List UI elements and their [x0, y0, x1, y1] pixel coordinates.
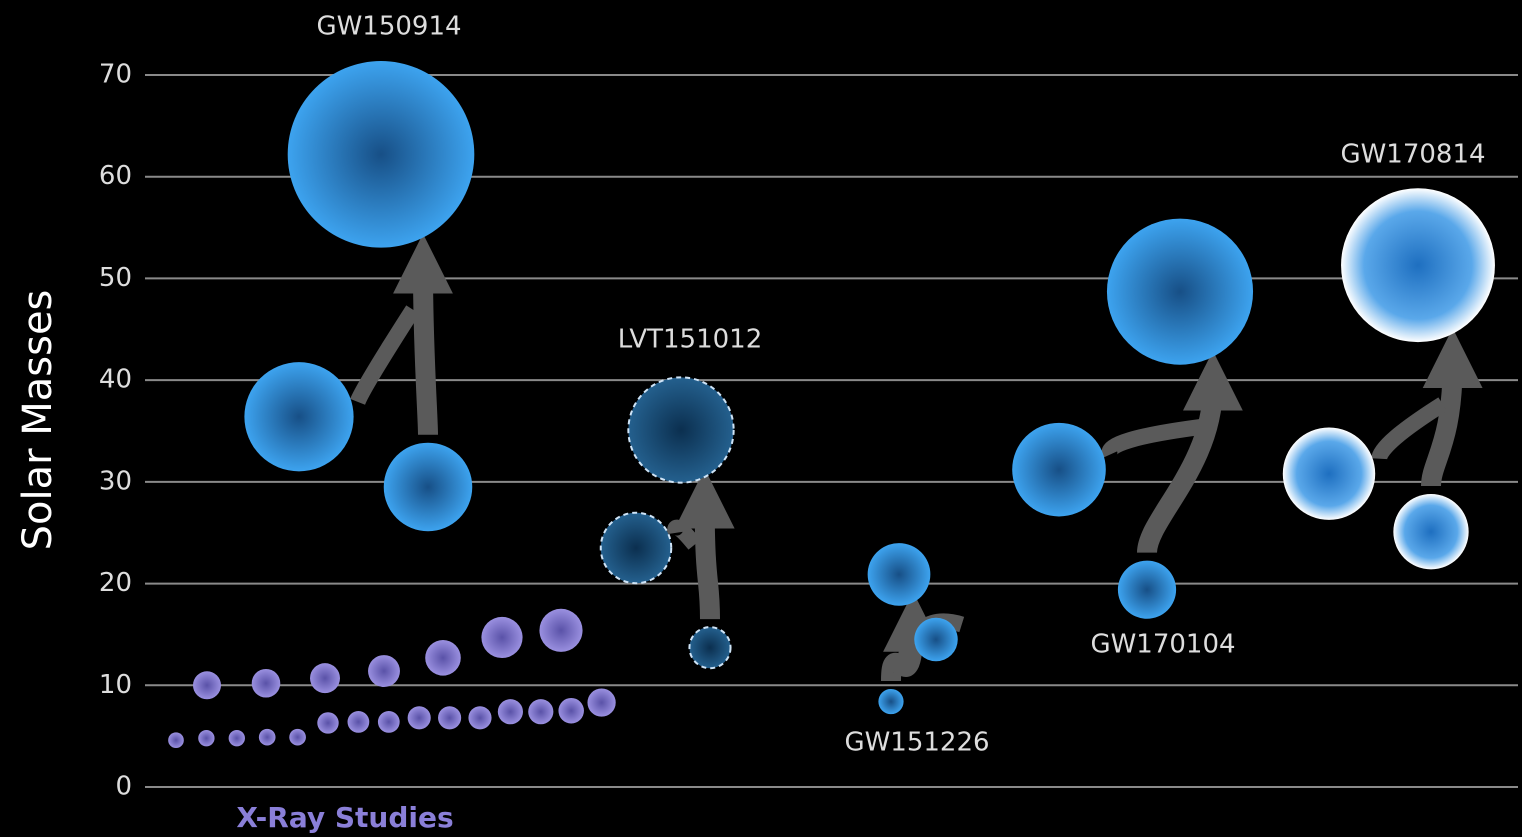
xray-bubble	[425, 640, 461, 676]
y-tick-label: 50	[99, 263, 132, 293]
merger-arrow	[1101, 418, 1204, 458]
xray-bubble	[407, 706, 431, 730]
xray-bubble	[228, 730, 245, 747]
bubble	[688, 626, 732, 670]
bubble	[1117, 560, 1177, 619]
y-tick-label: 70	[99, 60, 132, 90]
xray-bubble	[497, 699, 523, 725]
event-label: GW170814	[1340, 140, 1485, 170]
event-label: GW170104	[1090, 630, 1235, 660]
xray-bubble	[198, 730, 215, 747]
y-tick-label: 40	[99, 365, 132, 395]
bubble	[867, 543, 931, 606]
bubble	[599, 511, 673, 585]
xray-bubble	[310, 663, 340, 694]
y-tick-label: 0	[115, 772, 132, 802]
merger-arrow	[1421, 328, 1483, 487]
xray-bubble	[528, 699, 554, 725]
bubble	[1341, 188, 1495, 343]
merger-arrow	[1137, 350, 1243, 554]
bubble	[878, 688, 904, 715]
merger-arrow	[667, 519, 701, 550]
event-label: GW150914	[316, 12, 461, 42]
xray-bubble	[168, 732, 184, 749]
y-tick-label: 30	[99, 466, 132, 496]
xray-bubble	[258, 728, 276, 746]
y-tick-label: 10	[99, 670, 132, 700]
merger-arrow	[1371, 397, 1447, 461]
y-tick-label: 20	[99, 568, 132, 598]
xray-bubble	[289, 728, 306, 746]
bubble	[1012, 422, 1106, 517]
bubble	[1393, 494, 1469, 570]
merger-arrow	[350, 305, 420, 405]
y-tick-label: 60	[99, 161, 132, 191]
xray-label: X-Ray Studies	[236, 801, 453, 834]
xray-bubble	[539, 608, 583, 652]
bubble	[287, 61, 475, 248]
xray-bubble	[438, 706, 462, 730]
bubble	[1282, 427, 1376, 520]
xray-bubble	[468, 706, 492, 730]
xray-bubble	[251, 668, 281, 698]
xray-bubble	[377, 711, 400, 733]
xray-bubble	[317, 712, 339, 734]
bubble	[1106, 218, 1254, 365]
xray-bubble	[347, 711, 370, 733]
bubble	[627, 376, 735, 484]
xray-bubble	[368, 655, 400, 688]
bubble	[244, 362, 354, 472]
bubble	[383, 442, 473, 532]
merger-arrow	[392, 233, 453, 435]
xray-bubble	[481, 616, 523, 659]
y-axis-label: Solar Masses	[15, 290, 61, 551]
bubble	[914, 617, 958, 662]
xray-bubble	[558, 697, 584, 724]
merger-arrow	[674, 468, 735, 620]
event-label: LVT151012	[618, 325, 763, 355]
xray-bubble	[193, 671, 221, 700]
xray-bubble	[587, 688, 616, 717]
event-label: GW151226	[844, 728, 989, 758]
